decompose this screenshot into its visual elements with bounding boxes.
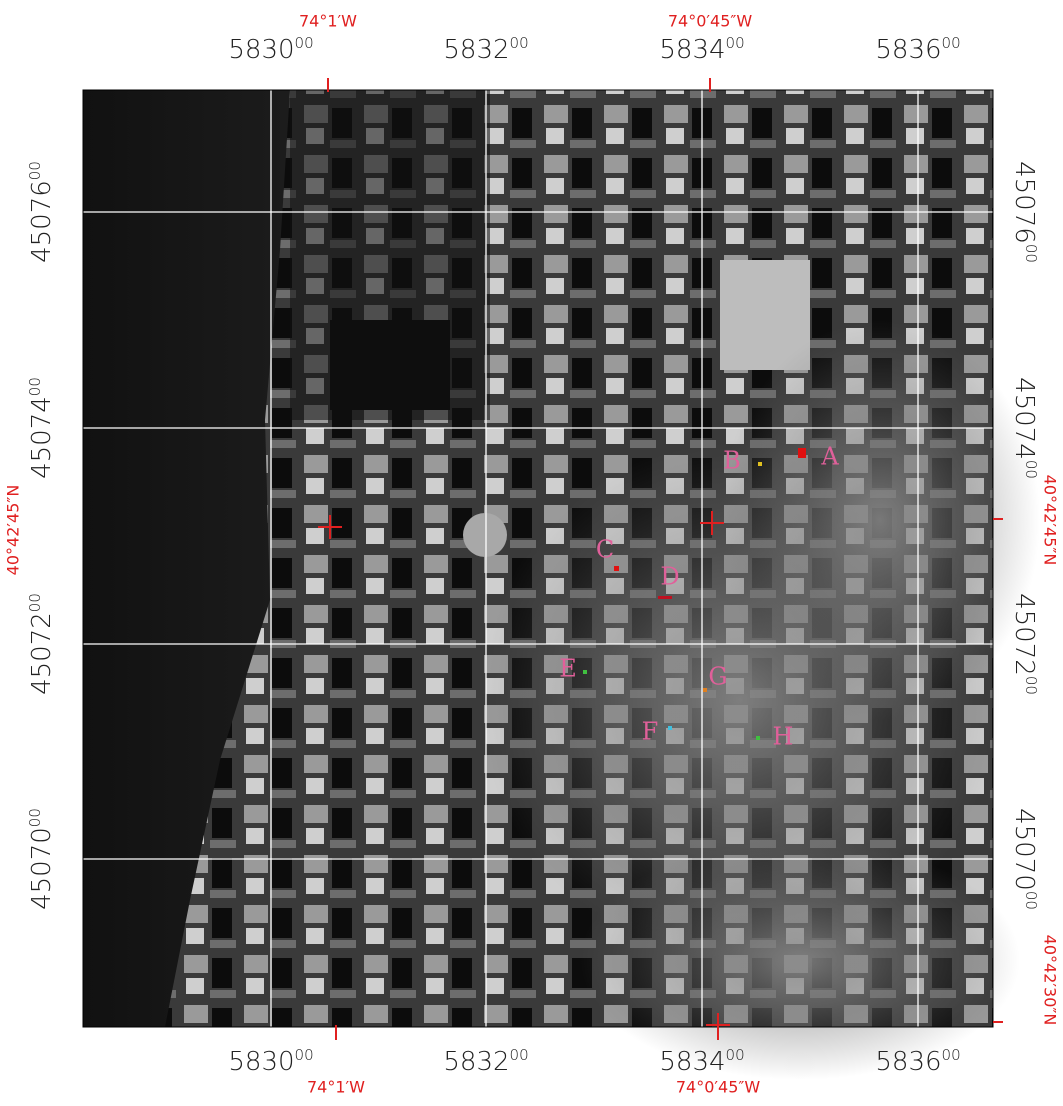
site-marker: H	[773, 723, 794, 751]
grid-label: 4507200	[26, 593, 57, 695]
grid-label: 583600	[875, 1046, 960, 1077]
grid-label-minor: 00	[1023, 676, 1041, 695]
grid-label-main: 45074	[1010, 377, 1040, 460]
site-marker: D	[660, 563, 679, 591]
geo-label: 74°1′W	[307, 1078, 365, 1097]
geo-label: 74°0′45″W	[676, 1078, 761, 1097]
grid-label: 4507000	[1010, 808, 1041, 910]
grid-label-minor: 00	[1023, 460, 1041, 479]
grid-label-minor: 00	[295, 34, 314, 52]
grid-label-main: 5836	[875, 35, 941, 65]
grid-label-main: 45076	[1010, 161, 1040, 244]
geo-label: 74°0′45″W	[668, 12, 753, 31]
grid-label-minor: 00	[942, 1046, 961, 1064]
grid-label: 583000	[228, 1046, 313, 1077]
grid-label: 583200	[443, 34, 528, 65]
grid-label: 583200	[443, 1046, 528, 1077]
grid-label-main: 5830	[228, 35, 294, 65]
grid-label-main: 5832	[443, 1047, 509, 1077]
grid-label: 4507600	[26, 161, 57, 263]
grid-label-minor: 00	[726, 1046, 745, 1064]
grid-label-main: 45076	[27, 180, 57, 263]
site-marker: E	[559, 655, 577, 683]
grid-label-minor: 00	[942, 34, 961, 52]
grid-label-minor: 00	[295, 1046, 314, 1064]
grid-label-minor: 00	[26, 593, 44, 612]
grid-label-main: 45074	[27, 396, 57, 479]
grid-label: 4507600	[1010, 161, 1041, 263]
grid-label-main: 45070	[27, 827, 57, 910]
grid-label-minor: 00	[1023, 891, 1041, 910]
geo-label: 40°42′30″N	[1041, 935, 1060, 1026]
site-marker: F	[642, 718, 659, 746]
grid-label-minor: 00	[26, 808, 44, 827]
geo-label: 40°42′45″N	[4, 485, 23, 576]
grid-label-minor: 00	[510, 1046, 529, 1064]
grid-label: 583400	[659, 34, 744, 65]
grid-label-main: 45072	[27, 612, 57, 695]
grid-label-minor: 00	[1023, 244, 1041, 263]
geo-label: 74°1′W	[299, 12, 357, 31]
grid-label-main: 5834	[659, 35, 725, 65]
grid-label: 4507000	[26, 808, 57, 910]
grid-label-main: 45072	[1010, 593, 1040, 676]
grid-label-minor: 00	[510, 34, 529, 52]
grid-label-minor: 00	[26, 377, 44, 396]
grid-label-main: 45070	[1010, 808, 1040, 891]
grid-label-main: 5836	[875, 1047, 941, 1077]
grid-label-main: 5832	[443, 35, 509, 65]
grid-label: 4507400	[26, 377, 57, 479]
grid-label: 583000	[228, 34, 313, 65]
site-marker: A	[820, 443, 839, 471]
site-marker: B	[723, 447, 741, 475]
grid-label-minor: 00	[26, 161, 44, 180]
site-marker: G	[708, 663, 727, 691]
aerial-image	[83, 90, 1040, 1080]
site-marker: C	[596, 536, 614, 564]
grid-label-main: 5834	[659, 1047, 725, 1077]
map: 5830005832005834005836005830005832005834…	[0, 0, 1063, 1102]
grid-label-main: 5830	[228, 1047, 294, 1077]
grid-label: 583600	[875, 34, 960, 65]
grid-label: 4507200	[1010, 593, 1041, 695]
grid-label-minor: 00	[726, 34, 745, 52]
geo-label: 40°42′45″N	[1041, 475, 1060, 566]
